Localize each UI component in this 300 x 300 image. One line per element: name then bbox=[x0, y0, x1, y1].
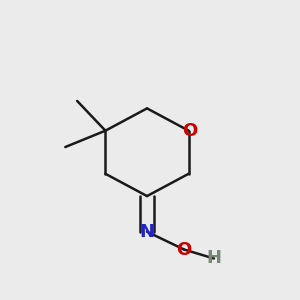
Text: N: N bbox=[140, 223, 154, 241]
Text: O: O bbox=[182, 122, 198, 140]
Text: H: H bbox=[206, 250, 221, 268]
Text: O: O bbox=[177, 241, 192, 259]
